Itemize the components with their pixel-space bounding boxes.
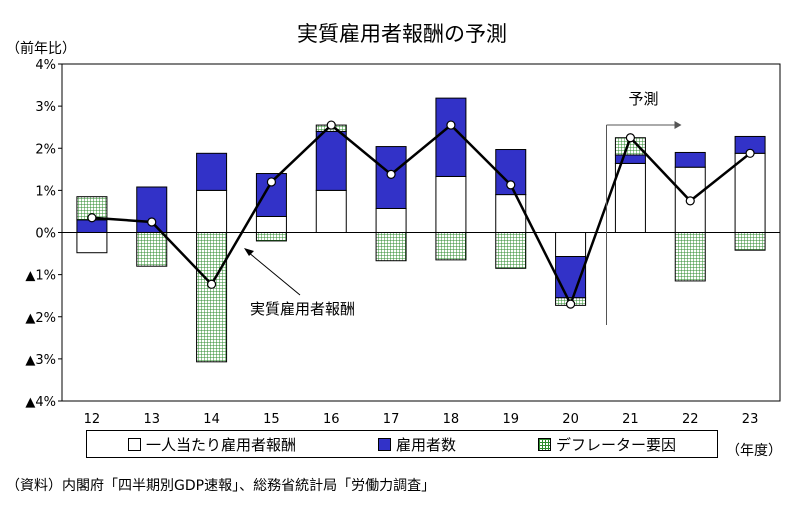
forecast-label: 予測 [629,90,659,108]
bar-per-capita [614,162,646,233]
bar-deflator [495,232,527,269]
legend-label-deflator: デフレーター要因 [555,435,676,454]
legend-swatch-green [537,437,551,451]
x-tick-label: 15 [263,412,280,427]
bar-deflator [435,232,467,261]
y-axis-unit: （前年比） [6,41,76,57]
line-point [625,133,636,143]
bar-deflator [674,232,706,282]
y-tick-label: 4% [35,58,56,73]
x-tick-label: 23 [742,412,759,427]
x-tick-label: 19 [502,412,519,427]
line-point [685,196,695,206]
bar-employees [435,97,467,177]
x-tick-label: 14 [203,412,220,427]
line-label-arrowhead [244,248,254,256]
legend: 一人当たり雇用者報酬 雇用者数 デフレーター要因 [86,430,718,458]
x-tick-label: 18 [443,412,460,427]
line-point [206,279,217,289]
legend-item-deflator: デフレーター要因 [537,434,676,455]
source-note: （資料）内閣府「四半期別GDP速報」、総務省統計局「労働力調査」 [6,478,436,494]
bar-employees [674,151,706,168]
legend-swatch-blue [377,437,391,451]
line-label: 実質雇用者報酬 [250,300,355,318]
y-tick-label: ▲4% [25,395,56,410]
bar-employees [196,152,228,191]
line-point [87,213,97,223]
line-label-arrow [247,251,301,296]
y-tick-label: 3% [35,100,56,115]
line-point [386,169,396,179]
bar-per-capita [315,189,347,233]
chart-title: 実質雇用者報酬の予測 [297,22,507,46]
bar-per-capita [734,152,766,233]
line-point [565,299,576,309]
line-point [326,120,336,130]
bar-per-capita [76,232,108,254]
x-tick-label: 22 [682,412,699,427]
bar-per-capita [255,215,287,233]
bar-deflator [375,232,407,262]
bar-per-capita [375,207,407,234]
bar-deflator [734,232,766,251]
bar-deflator [136,232,168,267]
x-tick-label: 20 [562,412,579,427]
forecast-arrow-head [674,121,682,129]
y-tick-label: ▲3% [25,353,56,368]
bar-deflator [196,232,228,363]
line-real-compensation [91,123,751,308]
line-point [745,148,755,158]
legend-item-per-capita: 一人当たり雇用者報酬 [127,434,296,455]
y-tick-label: 1% [35,184,56,199]
x-axis-unit: （年度） [726,443,782,459]
x-tick-label: 12 [84,412,101,427]
legend-label-per-capita: 一人当たり雇用者報酬 [145,435,296,454]
line-point [506,180,516,190]
x-tick-label: 17 [383,412,400,427]
line-point [147,217,157,227]
x-tick-label: 21 [622,412,639,427]
x-tick-label: 13 [143,412,160,427]
bar-per-capita [555,232,587,258]
legend-swatch-white [127,437,141,451]
legend-label-employees: 雇用者数 [395,435,456,454]
y-tick-label: 0% [35,227,56,242]
legend-item-employees: 雇用者数 [377,434,456,455]
bar-deflator [255,232,287,242]
line-point [266,177,277,187]
y-tick-label: ▲1% [25,269,56,284]
y-tick-label: 2% [35,142,56,157]
bar-per-capita [495,194,527,233]
x-tick-label: 16 [323,412,340,427]
y-tick-label: ▲2% [25,311,56,326]
bar-per-capita [435,175,467,234]
line-point [446,120,456,130]
bar-per-capita [196,189,228,233]
bar-employees [315,130,347,191]
bar-employees [614,154,646,164]
